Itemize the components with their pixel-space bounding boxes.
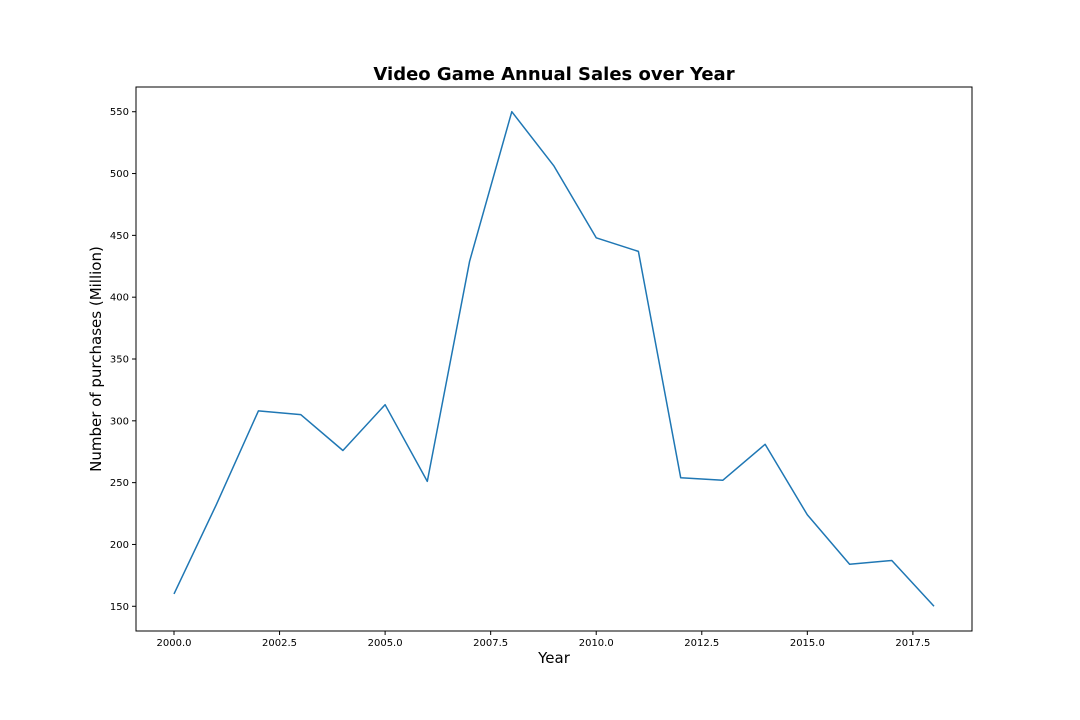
x-tick-label: 2002.5 — [262, 638, 297, 649]
data-point — [426, 480, 428, 482]
data-point — [173, 593, 175, 595]
y-tick-label: 200 — [110, 540, 129, 551]
y-tick-label: 150 — [110, 602, 129, 613]
x-tick-label: 2000.0 — [157, 638, 192, 649]
data-point — [764, 443, 766, 445]
data-point — [468, 260, 470, 262]
y-axis-title: Number of purchases (Million) — [87, 246, 105, 472]
y-tick-label: 550 — [110, 107, 129, 118]
y-tick-label: 250 — [110, 478, 129, 489]
plot-area — [173, 110, 935, 607]
x-tick-label: 2015.0 — [790, 638, 825, 649]
y-tick-label: 500 — [110, 169, 129, 180]
data-point — [806, 514, 808, 516]
data-point — [891, 559, 893, 561]
data-point — [342, 449, 344, 451]
chart-title: Video Game Annual Sales over Year — [373, 64, 734, 85]
data-point — [595, 237, 597, 239]
x-tick-label: 2017.5 — [895, 638, 930, 649]
data-point — [637, 250, 639, 252]
y-tick-label: 350 — [110, 355, 129, 366]
y-tick-label: 450 — [110, 231, 129, 242]
data-point — [257, 410, 259, 412]
plot-frame — [135, 86, 973, 632]
data-point — [511, 111, 513, 113]
data-point — [384, 404, 386, 406]
y-tick-label: 400 — [110, 293, 129, 304]
data-point — [722, 479, 724, 481]
y-tick-label: 300 — [110, 416, 129, 427]
series-line — [173, 110, 935, 607]
data-point — [933, 605, 935, 607]
data-point — [679, 476, 681, 478]
x-tick-label: 2005.0 — [368, 638, 403, 649]
x-tick-label: 2012.5 — [684, 638, 719, 649]
x-axis-title: Year — [537, 649, 571, 667]
data-point — [848, 563, 850, 565]
data-point — [215, 504, 217, 506]
y-axis: 150 200 250 300 350 400 450 500 550 — [110, 107, 136, 613]
x-tick-label: 2007.5 — [473, 638, 508, 649]
data-point — [299, 413, 301, 415]
x-axis: 2000.0 2002.5 2005.0 2007.5 2010.0 2012.5 2015… — [157, 631, 930, 649]
x-tick-label: 2010.0 — [579, 638, 614, 649]
data-point — [553, 165, 555, 167]
